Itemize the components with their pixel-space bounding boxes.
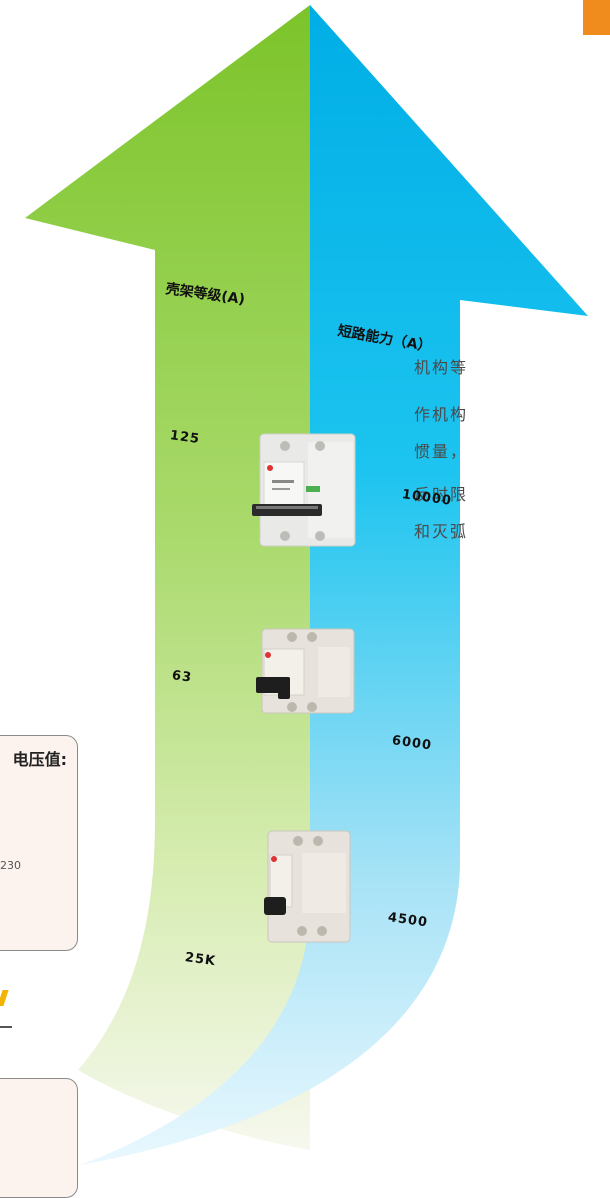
info-card-bottom — [0, 1078, 78, 1198]
left-arrow-shape — [25, 5, 310, 1150]
voltage-card: 电压值: 230 — [0, 735, 78, 951]
frame-rating-value: 63 — [170, 668, 193, 686]
voltage-card-title: 电压值: — [12, 750, 67, 769]
circuit-breaker-1p-image — [264, 830, 351, 943]
underline-mark — [0, 1026, 12, 1028]
circuit-breaker-2p-large-image — [252, 433, 356, 547]
circuit-breaker-2p-image — [256, 628, 355, 714]
side-text-line: 机构等 — [414, 358, 469, 377]
voltage-card-value: 230 — [0, 859, 21, 872]
side-text-line: 作机构 — [414, 405, 469, 424]
side-text-line: 反时限 — [414, 485, 469, 504]
side-text-line: 和灭弧 — [414, 522, 469, 541]
orange-corner-tab — [583, 0, 610, 35]
side-text-line: 惯量， — [414, 442, 469, 461]
right-arrow-shape — [80, 5, 588, 1165]
